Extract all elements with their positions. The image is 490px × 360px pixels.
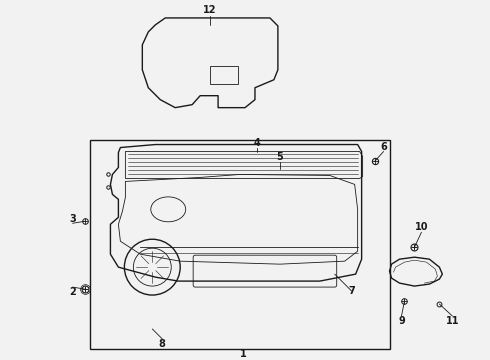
Text: 10: 10 <box>415 222 428 232</box>
Text: 11: 11 <box>445 316 459 326</box>
Text: 9: 9 <box>398 316 405 326</box>
Text: 7: 7 <box>348 286 355 296</box>
Text: 6: 6 <box>380 141 387 152</box>
Bar <box>91 140 390 349</box>
Text: 12: 12 <box>203 5 217 15</box>
Text: 2: 2 <box>69 287 76 297</box>
Bar <box>210 66 238 84</box>
Text: 1: 1 <box>240 349 246 359</box>
Text: 4: 4 <box>254 138 260 148</box>
Text: 5: 5 <box>276 153 283 162</box>
Text: 3: 3 <box>69 214 76 224</box>
Text: 8: 8 <box>159 339 166 349</box>
